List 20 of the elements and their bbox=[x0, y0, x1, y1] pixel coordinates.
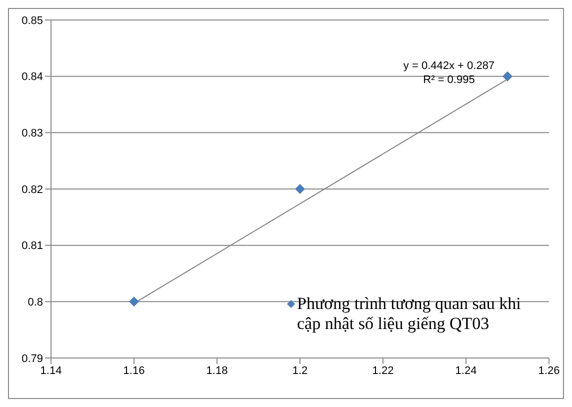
x-tick-label: 1.18 bbox=[206, 364, 228, 377]
y-tick-label: 0.85 bbox=[22, 14, 43, 27]
y-tick-label: 0.81 bbox=[22, 240, 43, 252]
annotation: R² = 0.995 bbox=[422, 73, 476, 87]
x-tick-label: 1.16 bbox=[123, 364, 145, 377]
y-tick-label: 0.8 bbox=[28, 296, 43, 309]
y-tick-label: 0.84 bbox=[22, 71, 43, 84]
point bbox=[129, 296, 139, 307]
x-tick-label: 1.26 bbox=[538, 364, 560, 377]
x-tick-label: 1.2 bbox=[292, 364, 308, 377]
y-tick-label: 0.79 bbox=[22, 352, 43, 365]
point bbox=[502, 71, 512, 82]
annotation: y = 0.442x + 0.287 bbox=[402, 59, 496, 73]
legend-label: Phương trình tương quan sau khi cập nhật số liệu giếng QT03 bbox=[297, 294, 522, 334]
y-tick-label: 0.83 bbox=[22, 128, 43, 140]
x-tick-label: 1.14 bbox=[40, 364, 62, 377]
y-tick-label: 0.82 bbox=[22, 184, 43, 196]
x-tick-label: 1.22 bbox=[372, 364, 394, 377]
point bbox=[295, 184, 305, 194]
x-tick-label: 1.24 bbox=[455, 364, 477, 377]
